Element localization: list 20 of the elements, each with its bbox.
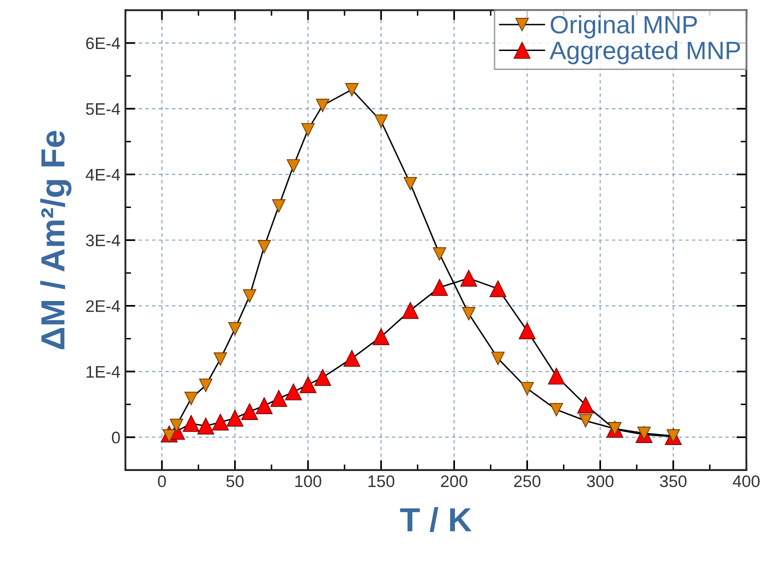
x-tick-label: 150 (368, 475, 394, 488)
y-tick-label: 1E-4 (86, 366, 120, 378)
x-axis-title: T / K (400, 507, 472, 532)
x-tick-label: 400 (732, 475, 760, 488)
y-tick-label: 6E-4 (86, 37, 120, 50)
x-tick-label: 350 (660, 475, 687, 488)
x-tick-label: 250 (514, 475, 540, 488)
legend-label: Aggregated MNP (550, 40, 740, 64)
y-axis-title: ΔM / Am²/g Fe (40, 130, 72, 350)
x-tick-label: 0 (158, 475, 166, 488)
y-tick-label: 5E-4 (86, 103, 120, 115)
y-tick-label: 3E-4 (86, 234, 120, 246)
x-tick-label: 200 (441, 475, 468, 488)
y-tick-label: 2E-4 (86, 300, 120, 312)
legend-label: Original MNP (550, 15, 697, 38)
y-tick-label: 4E-4 (86, 168, 120, 180)
x-tick-label: 100 (295, 475, 322, 488)
x-tick-label: 300 (586, 475, 614, 488)
x-tick-label: 50 (226, 475, 244, 488)
y-tick-label: 0 (112, 432, 120, 444)
